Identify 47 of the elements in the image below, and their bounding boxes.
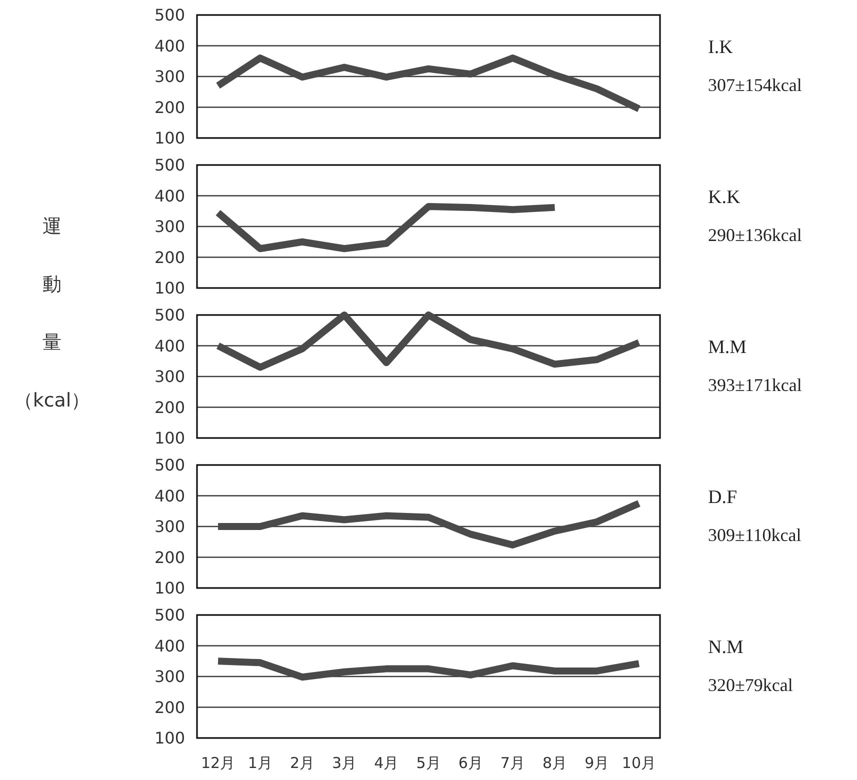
y-tick-label: 500 [154, 456, 185, 474]
y-tick-label: 300 [154, 517, 185, 536]
y-tick-label: 200 [154, 698, 185, 717]
x-tick-label: 12月 [201, 754, 236, 772]
y-tick-label: 100 [154, 278, 185, 298]
y-tick-label: 200 [154, 248, 185, 267]
y-tick-label: 200 [154, 398, 185, 417]
text: 320±79kcal [708, 675, 793, 695]
text: N.M [708, 637, 744, 658]
x-tick-label: 6月 [458, 754, 483, 772]
y-tick-label: 500 [154, 6, 185, 24]
y-tick-label: 500 [154, 606, 185, 624]
y-tick-label: 100 [154, 128, 185, 148]
y-tick-label: 300 [154, 217, 185, 236]
x-tick-label: 7月 [500, 754, 525, 772]
y-tick-label: 500 [154, 156, 185, 174]
y-tick-label: 400 [154, 636, 185, 656]
y-tick-label: 200 [154, 548, 185, 567]
y-tick-label: 100 [154, 728, 185, 748]
y-tick-label: 400 [154, 486, 185, 506]
y-tick-label: 400 [154, 36, 185, 56]
x-tick-label: 2月 [290, 754, 314, 772]
text: 290±136kcal [708, 225, 802, 245]
text: 307±154kcal [708, 75, 802, 95]
text: I.K [708, 37, 734, 58]
x-tick-label: 4月 [374, 754, 399, 772]
y-tick-label: 400 [154, 336, 185, 356]
text: D.F [708, 487, 738, 508]
y-tick-label: 200 [154, 98, 185, 117]
text: 309±110kcal [708, 525, 802, 545]
text: 運動量（kcal） [14, 216, 90, 412]
y-tick-label: 300 [154, 667, 185, 686]
text: K.K [708, 187, 740, 208]
y-tick-label: 500 [154, 306, 185, 324]
x-tick-label: 3月 [332, 754, 357, 772]
x-tick-label: 10月 [622, 754, 656, 772]
x-tick-label: 5月 [416, 754, 441, 772]
y-tick-label: 100 [154, 578, 185, 598]
y-tick-label: 100 [154, 428, 185, 448]
y-tick-label: 400 [154, 186, 185, 206]
y-tick-label: 300 [154, 367, 185, 386]
x-tick-label: 1月 [248, 754, 272, 772]
y-tick-label: 300 [154, 67, 185, 86]
x-tick-label: 8月 [542, 754, 568, 772]
text: M.M [708, 337, 747, 358]
x-tick-label: 9月 [584, 754, 610, 772]
text: 393±171kcal [708, 375, 802, 395]
